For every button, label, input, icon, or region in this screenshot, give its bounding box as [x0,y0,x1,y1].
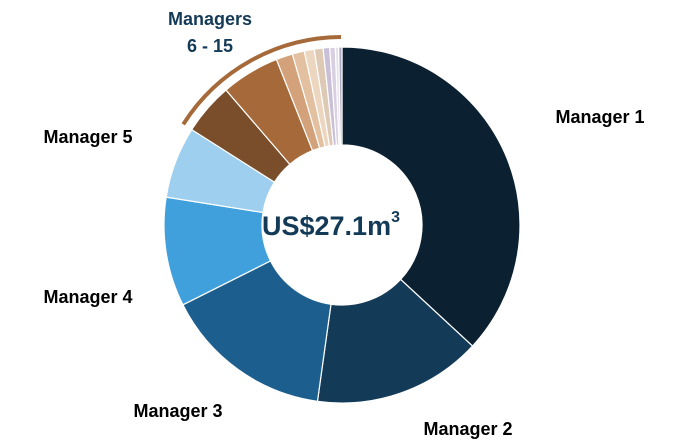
slice-label: Manager 4 [43,287,132,307]
slice-label: Manager 2 [423,419,512,439]
group-label: 6 - 15 [187,36,233,56]
slice [316,278,474,404]
center-footnote: 3 [391,209,400,226]
slice-label: Manager 5 [43,127,132,147]
center-value: US$27.1m [262,211,391,241]
slice-label: Manager 1 [555,107,644,127]
group-bracket [181,35,342,126]
group-label: Managers [168,9,252,29]
slice [182,260,332,402]
slice-label: Manager 3 [133,401,222,421]
center-label: US$27.1m3 [262,209,400,241]
slice [341,46,521,347]
slice [338,46,343,146]
